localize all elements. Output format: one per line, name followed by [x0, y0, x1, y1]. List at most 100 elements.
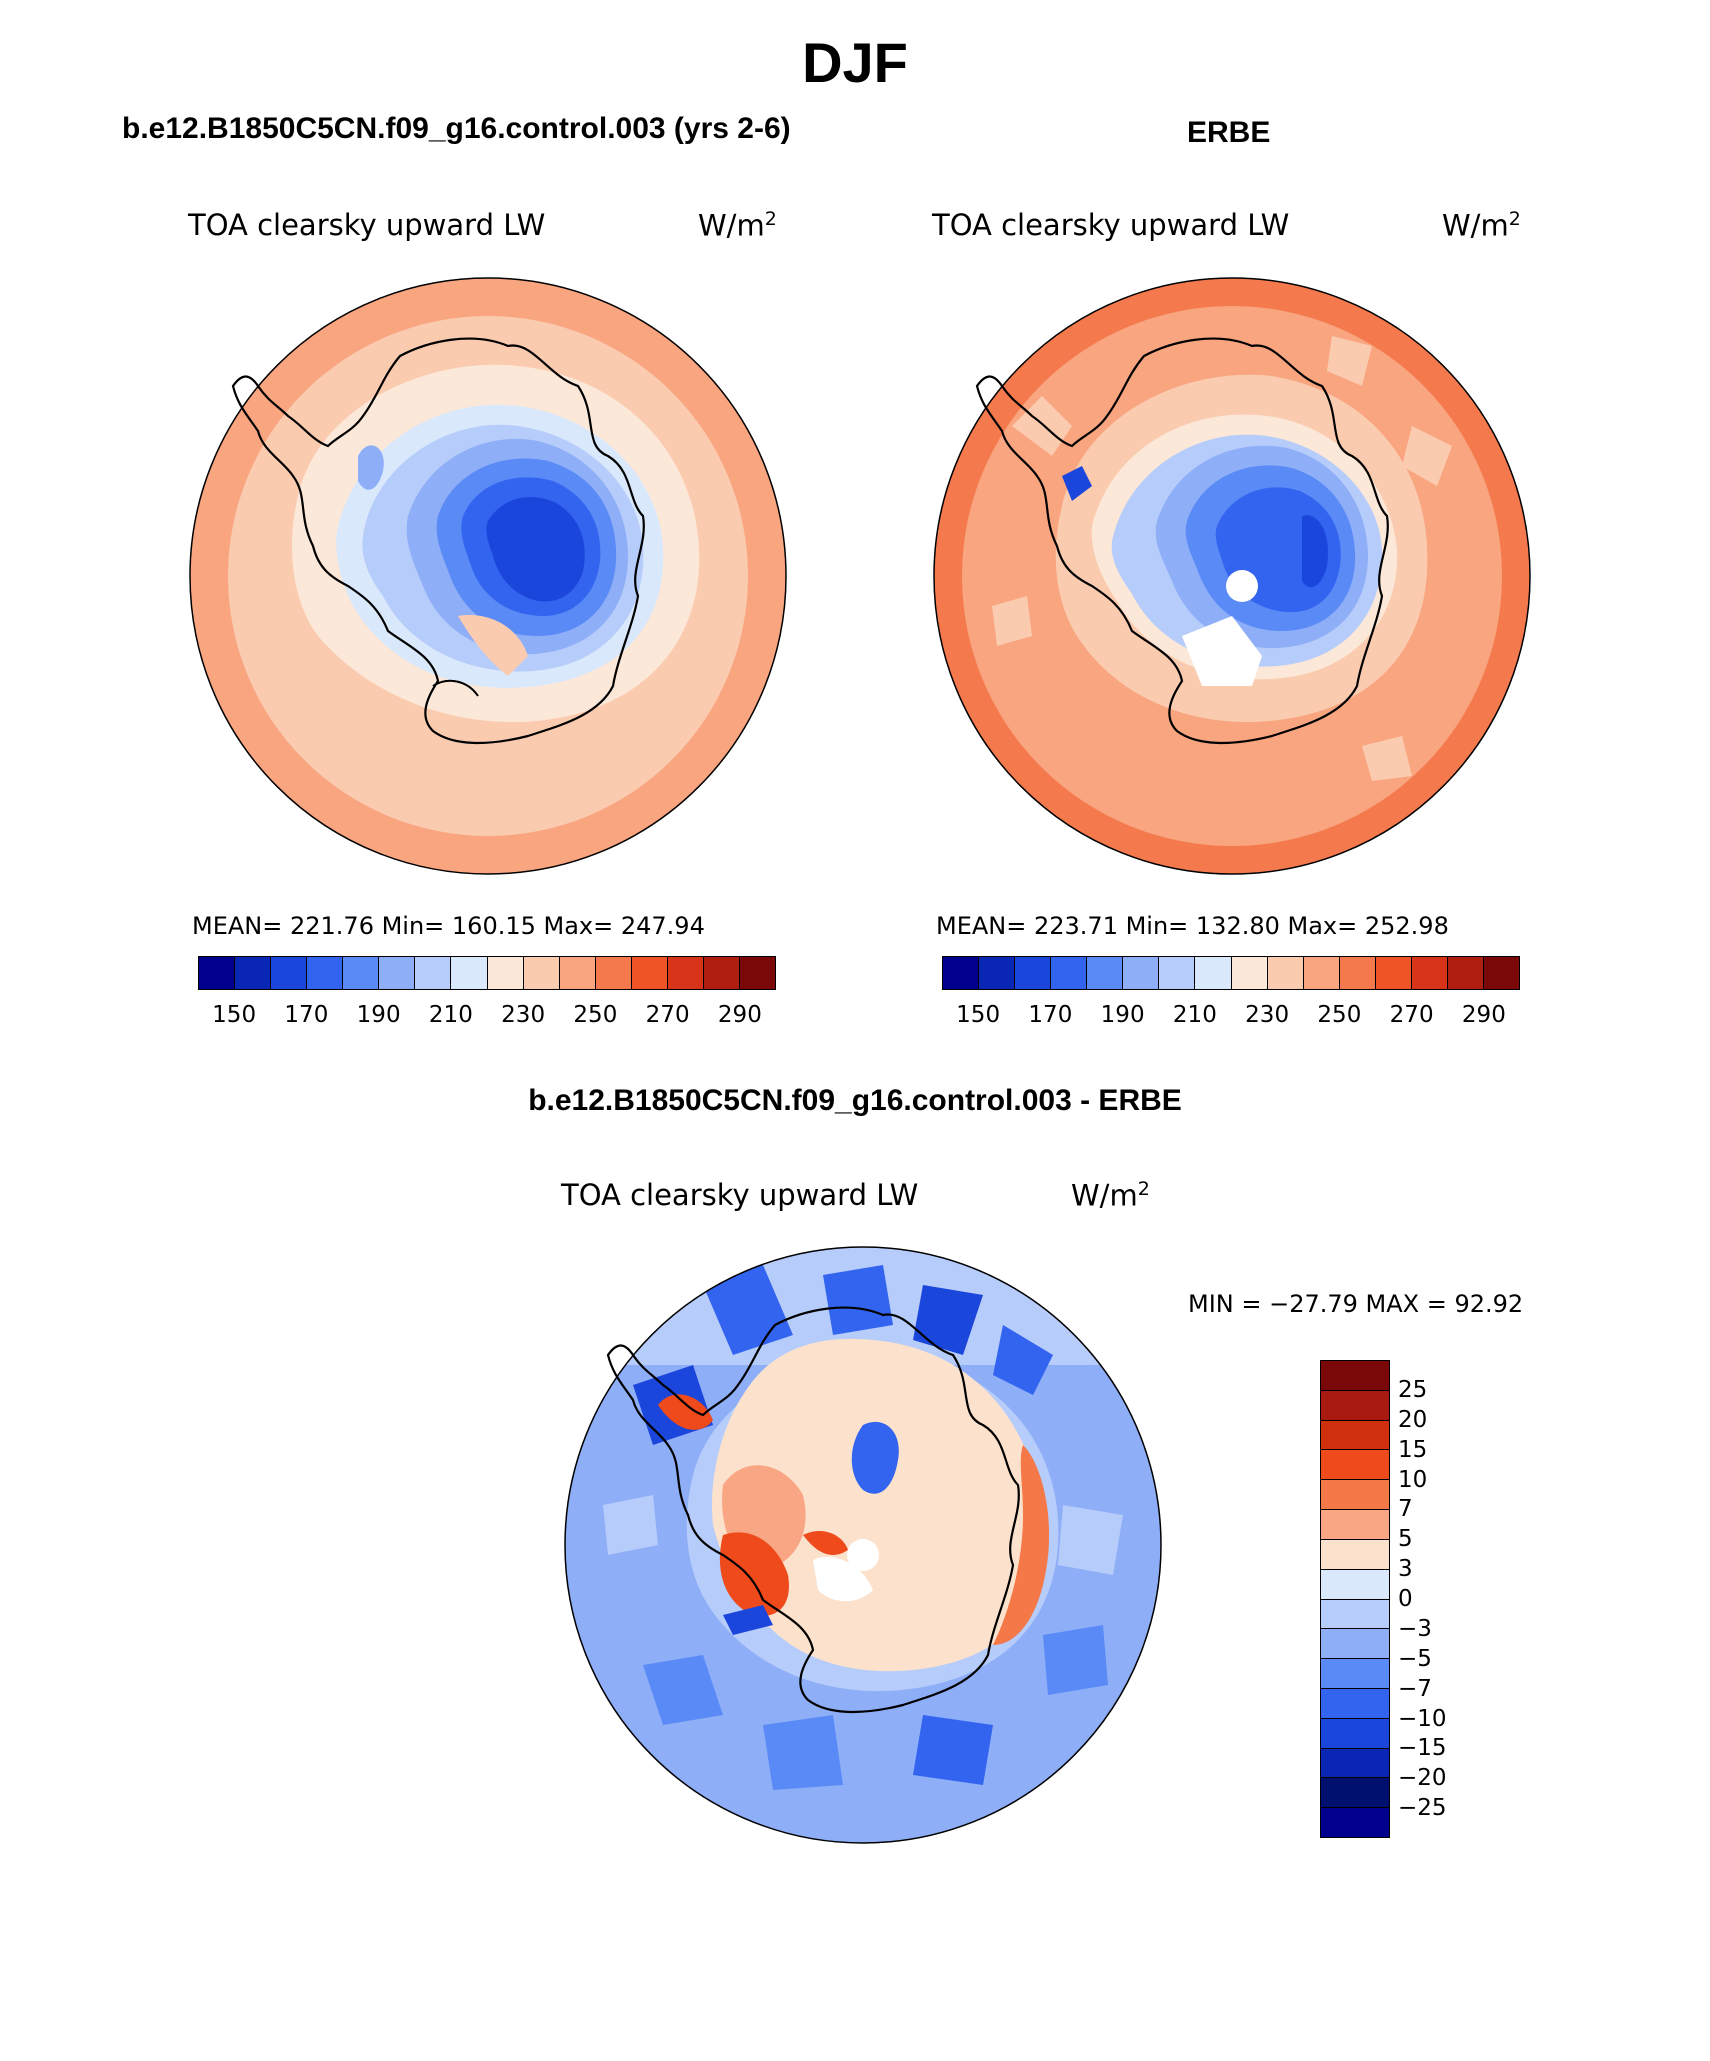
- colorbar-tick-label: −3: [1398, 1615, 1432, 1642]
- colorbar-cell: [1321, 1420, 1389, 1451]
- colorbar-cell: [1303, 957, 1340, 989]
- colorbar-cell: [1321, 1778, 1389, 1809]
- colorbar-cell: [307, 957, 344, 989]
- colorbar-cell: [1231, 957, 1268, 989]
- colorbar-cell: [235, 957, 272, 989]
- colorbar-cell: [943, 957, 980, 989]
- colorbar-tick-label: −15: [1398, 1735, 1447, 1762]
- colorbar-tick-label: 290: [1461, 1002, 1506, 1028]
- colorbar-cell: [1321, 1510, 1389, 1540]
- colorbar-model: [198, 956, 776, 990]
- colorbar-cell: [1321, 1599, 1389, 1630]
- stats-model: MEAN= 221.76 Min= 160.15 Max= 247.94: [192, 912, 705, 940]
- colorbar-tick-label: 210: [428, 1002, 473, 1028]
- colorbar-tick-label: −5: [1398, 1645, 1432, 1672]
- colorbar-tick-label: 230: [501, 1002, 546, 1028]
- colorbar-tick-label: 210: [1172, 1002, 1217, 1028]
- colorbar-tick-label: 7: [1398, 1496, 1413, 1523]
- colorbar-cell: [1321, 1718, 1389, 1749]
- colorbar-tick-label: 270: [1389, 1002, 1434, 1028]
- colorbar-cell: [1411, 957, 1448, 989]
- colorbar-tick-label: −25: [1398, 1795, 1447, 1822]
- colorbar-ticks-difference: 25 20 15 10 7 5 3 0 −3 −5 −7 −10 −15 −20 −25: [1398, 1360, 1478, 1838]
- colorbar-cell: [1321, 1390, 1389, 1421]
- coastline-model: [231, 337, 645, 745]
- stats-difference: MIN = −27.79 MAX = 92.92: [1188, 1290, 1524, 1318]
- colorbar-cell: [1159, 957, 1196, 989]
- colorbar-cell: [1321, 1539, 1389, 1570]
- colorbar-tick-label: 150: [212, 1002, 257, 1028]
- colorbar-tick-label: 190: [356, 1002, 401, 1028]
- colorbar-tick-label: −10: [1398, 1705, 1447, 1732]
- colorbar-tick-label: 170: [1028, 1002, 1073, 1028]
- colorbar-tick-label: −7: [1398, 1675, 1432, 1702]
- colorbar-cell: [1321, 1808, 1389, 1837]
- colorbar-cell: [1321, 1629, 1389, 1660]
- colorbar-cell: [1087, 957, 1124, 989]
- units-label-difference: W/m2: [1071, 1178, 1150, 1213]
- colorbar-cell: [1321, 1480, 1389, 1511]
- colorbar-tick-label: 250: [1317, 1002, 1362, 1028]
- colorbar-tick-label: 190: [1100, 1002, 1145, 1028]
- colorbar-cell: [1339, 957, 1376, 989]
- colorbar-tick-label: 3: [1398, 1556, 1413, 1583]
- polar-map-erbe: [933, 277, 1531, 875]
- colorbar-cell: [739, 957, 775, 989]
- colorbar-cell: [595, 957, 632, 989]
- colorbar-cell: [379, 957, 416, 989]
- colorbar-cell: [271, 957, 308, 989]
- colorbar-tick-label: 230: [1245, 1002, 1290, 1028]
- colorbar-cell: [1051, 957, 1088, 989]
- colorbar-cell: [1321, 1659, 1389, 1689]
- colorbar-tick-label: 25: [1398, 1376, 1428, 1403]
- colorbar-cell: [451, 957, 488, 989]
- units-label-model: W/m2: [698, 208, 777, 243]
- colorbar-cell: [1123, 957, 1160, 989]
- colorbar-cell: [1321, 1688, 1389, 1719]
- colorbar-cell: [1321, 1569, 1389, 1600]
- colorbar-difference: [1320, 1360, 1390, 1838]
- panel-title-erbe: ERBE: [1187, 116, 1271, 149]
- colorbar-erbe: [942, 956, 1520, 990]
- colorbar-tick-label: 10: [1398, 1466, 1428, 1493]
- colorbar-cell: [1321, 1361, 1389, 1391]
- colorbar-ticks-model: 150 170 190 210 230 250 270 290: [198, 1002, 776, 1032]
- colorbar-cell: [667, 957, 704, 989]
- colorbar-cell: [1321, 1748, 1389, 1779]
- colorbar-tick-label: 15: [1398, 1436, 1428, 1463]
- colorbar-tick-label: 290: [717, 1002, 762, 1028]
- colorbar-cell: [199, 957, 236, 989]
- units-label-erbe: W/m2: [1442, 208, 1521, 243]
- colorbar-tick-label: 270: [645, 1002, 690, 1028]
- panel-title-difference: b.e12.B1850C5CN.f09_g16.control.003 - ER…: [528, 1084, 1182, 1117]
- colorbar-cell: [1267, 957, 1304, 989]
- coastline-difference: [606, 1306, 1020, 1714]
- coastline-erbe: [975, 337, 1389, 745]
- colorbar-cell: [631, 957, 668, 989]
- colorbar-tick-label: 5: [1398, 1526, 1413, 1553]
- colorbar-cell: [979, 957, 1016, 989]
- colorbar-cell: [1321, 1450, 1389, 1481]
- colorbar-cell: [1447, 957, 1484, 989]
- colorbar-cell: [703, 957, 740, 989]
- colorbar-tick-label: 170: [284, 1002, 329, 1028]
- colorbar-cell: [523, 957, 560, 989]
- stats-erbe: MEAN= 223.71 Min= 132.80 Max= 252.98: [936, 912, 1449, 940]
- colorbar-cell: [1483, 957, 1519, 989]
- colorbar-cell: [1195, 957, 1232, 989]
- figure-title: DJF: [802, 31, 908, 94]
- variable-label-erbe: TOA clearsky upward LW: [932, 208, 1290, 242]
- polar-map-model: [189, 277, 787, 875]
- panel-title-model: b.e12.B1850C5CN.f09_g16.control.003 (yrs…: [122, 112, 791, 145]
- variable-label-difference: TOA clearsky upward LW: [561, 1178, 919, 1212]
- colorbar-cell: [415, 957, 452, 989]
- colorbar-cell: [487, 957, 524, 989]
- colorbar-cell: [343, 957, 380, 989]
- variable-label-model: TOA clearsky upward LW: [188, 208, 546, 242]
- colorbar-tick-label: 0: [1398, 1586, 1413, 1612]
- polar-map-difference: [564, 1246, 1162, 1844]
- colorbar-tick-label: −20: [1398, 1765, 1447, 1792]
- colorbar-tick-label: 20: [1398, 1406, 1428, 1433]
- colorbar-cell: [559, 957, 596, 989]
- colorbar-cell: [1375, 957, 1412, 989]
